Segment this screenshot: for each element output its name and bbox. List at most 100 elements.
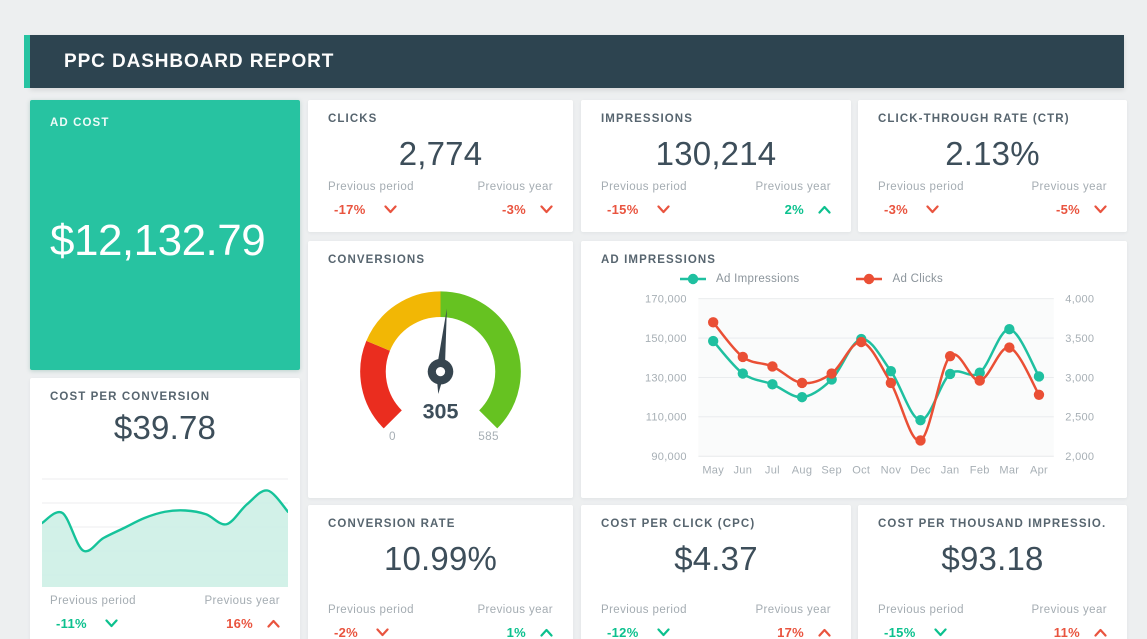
card-ctr[interactable]: CLICK-THROUGH RATE (CTR) 2.13% Previous …: [858, 100, 1127, 232]
svg-text:Jun: Jun: [733, 464, 752, 476]
prev-period-value: -12%: [607, 625, 639, 639]
prev-year-trend: 11%: [1031, 625, 1107, 639]
prev-year-value: 1%: [506, 625, 526, 639]
prev-period-label: Previous period: [328, 181, 414, 193]
prev-year-block: Previous year -5%: [1031, 181, 1107, 217]
svg-text:585: 585: [478, 430, 499, 443]
legend-marker: [856, 274, 883, 285]
chevron-down-icon: [105, 619, 118, 628]
prev-period-block: Previous period -15%: [878, 604, 964, 639]
card-cost-per-conversion[interactable]: COST PER CONVERSION $39.78 Previous peri…: [30, 378, 300, 639]
chevron-down-icon: [656, 628, 670, 637]
chevron-up-icon: [818, 205, 831, 214]
clicks-value: 2,774: [398, 135, 483, 172]
legend-label: Ad Clicks: [892, 273, 944, 286]
legend-label: Ad Impressions: [716, 273, 800, 286]
legend-item[interactable]: Ad Clicks: [855, 273, 943, 285]
chevron-down-icon: [383, 205, 397, 214]
svg-text:Sep: Sep: [821, 464, 842, 476]
prev-period-label: Previous period: [601, 181, 687, 193]
svg-text:3,500: 3,500: [1065, 333, 1094, 345]
chart-legend: Ad Impressions Ad Clicks: [679, 272, 1107, 287]
svg-text:Jan: Jan: [941, 464, 960, 476]
prev-period-block: Previous period -11%: [50, 595, 136, 631]
svg-text:Mar: Mar: [999, 464, 1019, 476]
svg-text:Aug: Aug: [792, 464, 813, 476]
prev-year-block: Previous year 1%: [477, 604, 553, 639]
card-ad-cost[interactable]: AD COST $12,132.79: [30, 100, 300, 370]
card-title-conversions: CONVERSIONS: [328, 254, 426, 266]
svg-text:150,000: 150,000: [645, 333, 687, 345]
prev-year-value: 17%: [777, 625, 804, 639]
legend-marker: [680, 274, 706, 285]
prev-year-label: Previous year: [204, 595, 280, 607]
card-conversions[interactable]: CONVERSIONS 305 0 585: [308, 241, 573, 498]
card-title-conversion-rate: CONVERSION RATE: [328, 518, 456, 530]
ad-cost-value: $12,132.79: [50, 216, 266, 265]
prev-year-value: -5%: [1055, 202, 1080, 217]
prev-year-trend: -5%: [1031, 202, 1107, 217]
svg-text:Nov: Nov: [881, 464, 902, 476]
prev-period-value: -15%: [607, 202, 639, 217]
conversions-gauge[interactable]: 305 0 585: [328, 272, 553, 457]
comparison-row: Previous period -12% Previous year 17%: [601, 604, 831, 639]
svg-text:90,000: 90,000: [651, 451, 686, 463]
legend-item[interactable]: Ad Impressions: [679, 273, 799, 285]
svg-text:Dec: Dec: [910, 464, 931, 476]
prev-period-block: Previous period -2%: [328, 604, 414, 639]
card-title-cpc: COST PER CLICK (CPC): [601, 518, 756, 530]
prev-period-trend: -11%: [50, 616, 136, 631]
svg-text:Feb: Feb: [970, 464, 990, 476]
prev-year-trend: 2%: [755, 202, 831, 217]
prev-year-label: Previous year: [1031, 604, 1107, 616]
card-cpm[interactable]: COST PER THOUSAND IMPRESSIO... $93.18 Pr…: [858, 505, 1127, 639]
prev-year-block: Previous year -3%: [477, 181, 553, 217]
card-impressions[interactable]: IMPRESSIONS 130,214 Previous period -15%…: [581, 100, 851, 232]
comparison-row: Previous period -11% Previous year 16%: [50, 595, 280, 631]
card-ad-impressions[interactable]: AD IMPRESSIONS Ad Impressions Ad Clicks 1…: [581, 241, 1127, 498]
chevron-up-icon: [818, 628, 831, 637]
prev-year-trend: 16%: [204, 616, 280, 631]
chevron-up-icon: [267, 619, 280, 628]
svg-text:Jul: Jul: [765, 464, 780, 476]
ad-impressions-chart[interactable]: 170,000 4,000 150,000 3,500 130,000 3,000 110,…: [613, 291, 1143, 483]
cost-per-conversion-value: $39.78: [113, 409, 217, 446]
svg-text:130,000: 130,000: [645, 372, 687, 384]
prev-period-trend: -17%: [328, 202, 414, 217]
cpm-value: $93.18: [941, 540, 1044, 577]
prev-year-block: Previous year 16%: [204, 595, 280, 631]
svg-text:0: 0: [389, 430, 396, 443]
comparison-row: Previous period -15% Previous year 2%: [601, 181, 831, 217]
svg-text:2,500: 2,500: [1065, 412, 1094, 424]
card-cpc[interactable]: COST PER CLICK (CPC) $4.37 Previous peri…: [581, 505, 851, 639]
prev-year-value: 11%: [1053, 625, 1080, 639]
prev-period-value: -2%: [334, 625, 359, 639]
prev-period-block: Previous period -15%: [601, 181, 687, 217]
prev-year-label: Previous year: [755, 604, 831, 616]
svg-text:3,000: 3,000: [1065, 372, 1094, 384]
svg-text:Oct: Oct: [852, 464, 870, 476]
card-clicks[interactable]: CLICKS 2,774 Previous period -17% Previo…: [308, 100, 573, 232]
chevron-up-icon: [540, 628, 553, 637]
page-title: PPC DASHBOARD REPORT: [64, 50, 335, 72]
prev-period-trend: -3%: [878, 202, 964, 217]
card-title-ad-impressions: AD IMPRESSIONS: [601, 254, 717, 266]
prev-year-label: Previous year: [477, 604, 553, 616]
header-accent-bar: [24, 35, 30, 88]
prev-period-label: Previous period: [601, 604, 687, 616]
cpc-value: $4.37: [674, 540, 758, 577]
prev-period-block: Previous period -17%: [328, 181, 414, 217]
comparison-row: Previous period -2% Previous year 1%: [328, 604, 553, 639]
comparison-row: Previous period -17% Previous year -3%: [328, 181, 553, 217]
chevron-down-icon: [926, 205, 939, 214]
svg-text:May: May: [702, 464, 724, 476]
prev-year-label: Previous year: [755, 181, 831, 193]
prev-period-value: -17%: [334, 202, 366, 217]
card-conversion-rate[interactable]: CONVERSION RATE 10.99% Previous period -…: [308, 505, 573, 639]
prev-year-trend: 1%: [477, 625, 553, 639]
svg-text:2,000: 2,000: [1065, 451, 1094, 463]
chevron-down-icon: [933, 628, 947, 637]
chevron-down-icon: [540, 205, 553, 214]
cost-per-conversion-sparkline[interactable]: [42, 457, 288, 587]
